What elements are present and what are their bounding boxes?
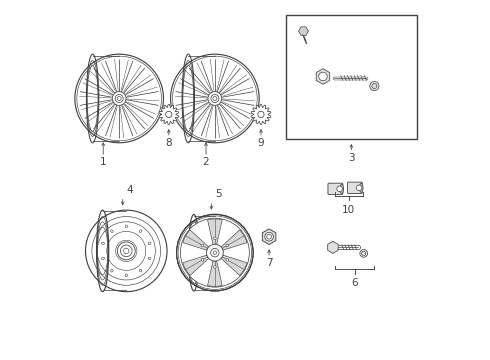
Circle shape [201,244,204,247]
Ellipse shape [360,183,363,192]
Circle shape [112,91,126,105]
Ellipse shape [139,230,142,233]
Ellipse shape [101,242,104,244]
FancyBboxPatch shape [347,182,362,193]
Polygon shape [221,230,247,250]
Ellipse shape [101,257,104,260]
Text: 3: 3 [348,153,355,163]
Circle shape [208,91,222,105]
Polygon shape [183,255,209,275]
Text: 4: 4 [126,185,133,195]
Circle shape [206,244,223,261]
Circle shape [370,81,379,91]
Ellipse shape [111,269,113,272]
Polygon shape [159,104,178,124]
Circle shape [214,237,216,240]
Polygon shape [316,69,330,84]
Text: 7: 7 [266,258,272,268]
Ellipse shape [340,184,343,193]
Text: 2: 2 [203,157,209,167]
FancyBboxPatch shape [328,183,343,194]
Text: 10: 10 [342,205,355,215]
Text: 8: 8 [166,138,172,148]
Text: 5: 5 [215,189,222,199]
Circle shape [226,244,229,247]
Circle shape [337,186,343,192]
Ellipse shape [148,242,151,244]
Polygon shape [208,261,222,286]
Circle shape [201,258,204,261]
Ellipse shape [125,274,127,277]
Circle shape [226,258,229,261]
Circle shape [356,185,362,191]
Ellipse shape [148,257,151,260]
Ellipse shape [111,230,113,233]
Circle shape [318,72,327,81]
Polygon shape [262,229,276,244]
Text: 9: 9 [258,138,264,148]
Polygon shape [298,27,308,35]
Polygon shape [208,219,222,244]
Bar [286,15,417,139]
Polygon shape [251,104,271,124]
Ellipse shape [125,225,127,228]
Text: 1: 1 [100,157,106,167]
Circle shape [265,233,273,241]
Circle shape [214,266,216,268]
Polygon shape [328,241,338,253]
Polygon shape [183,230,209,250]
Circle shape [360,249,368,257]
Ellipse shape [139,269,142,272]
Circle shape [117,242,135,260]
Text: 6: 6 [351,278,358,288]
Polygon shape [221,255,247,275]
Circle shape [180,218,249,287]
